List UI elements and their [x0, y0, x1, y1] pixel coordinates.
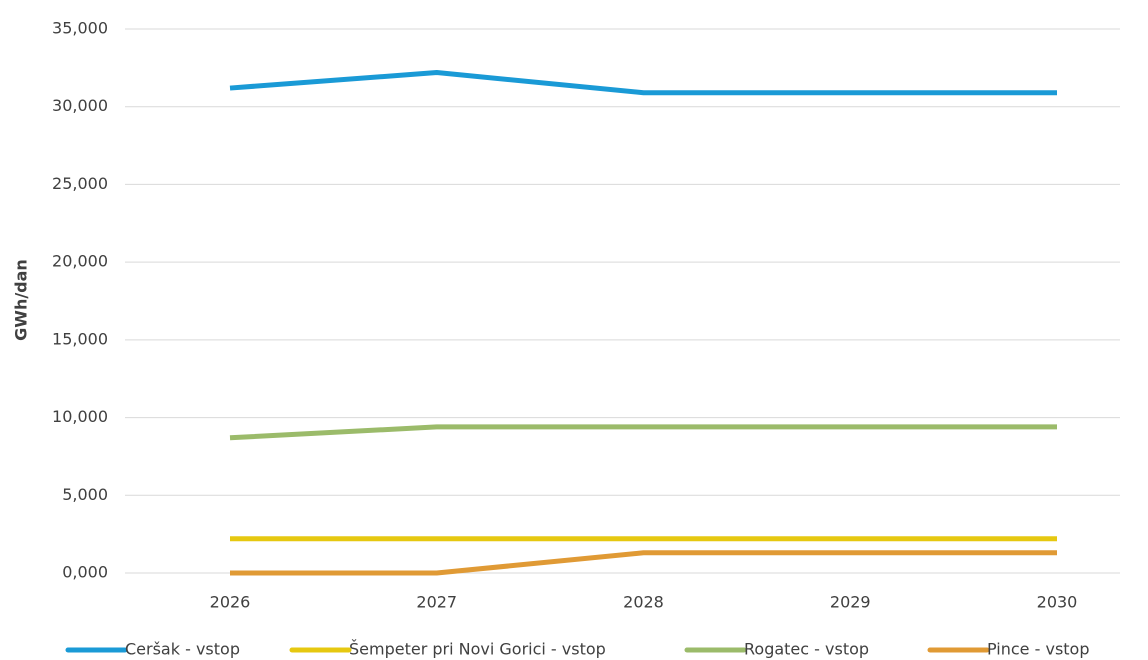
series-line: [230, 550, 1057, 576]
x-tick-label: 2029: [830, 593, 871, 612]
legend-label: Rogatec - vstop: [744, 640, 869, 659]
x-tick-label: 2027: [416, 593, 457, 612]
y-tick-label: 35,000: [52, 19, 108, 38]
y-tick-label: 15,000: [52, 329, 108, 348]
y-tick-label: 10,000: [52, 407, 108, 426]
x-tick-label: 2030: [1037, 593, 1078, 612]
y-tick-label: 30,000: [52, 96, 108, 115]
y-tick-label: 5,000: [62, 485, 108, 504]
y-tick-label: 0,000: [62, 563, 108, 582]
series-line: [229, 424, 1057, 441]
legend-label: Pince - vstop: [987, 640, 1090, 659]
y-tick-label: 25,000: [52, 174, 108, 193]
legend-label: Šempeter pri Novi Gorici - vstop: [349, 640, 606, 659]
x-tick-label: 2028: [623, 593, 664, 612]
x-tick-label: 2026: [210, 593, 251, 612]
series-line: [229, 70, 1057, 96]
y-tick-label: 20,000: [52, 252, 108, 271]
y-axis-label: GWh/dan: [12, 259, 31, 341]
legend-label: Ceršak - vstop: [125, 640, 240, 659]
